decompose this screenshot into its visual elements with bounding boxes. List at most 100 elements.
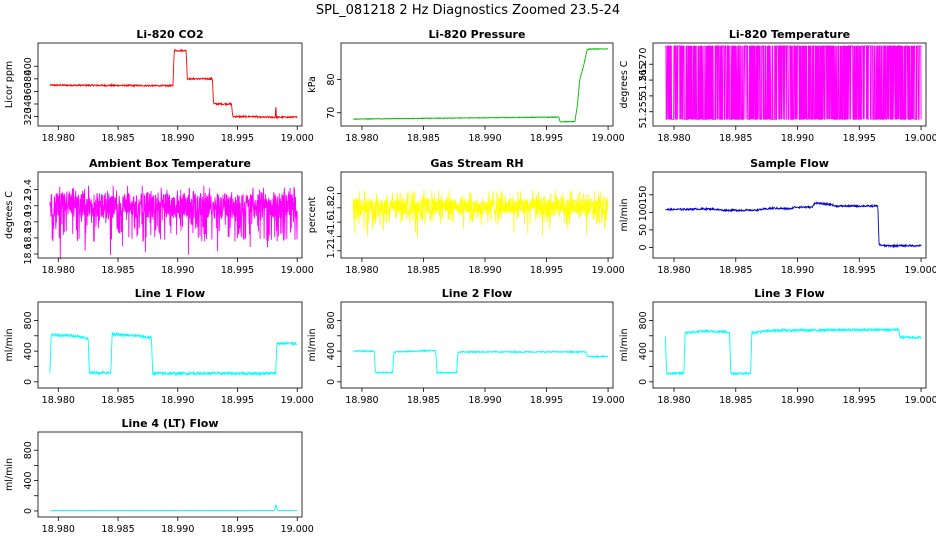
x-tick-label: 18.990 — [161, 524, 194, 535]
x-tick-label: 18.995 — [843, 265, 876, 276]
y-tick-label: 360 — [23, 82, 34, 100]
y-tick-label: 1.8 — [326, 200, 337, 215]
panel-li-820-pressure: Li-820 Pressure kPa 18.980 18.985 18.990 18.9… — [307, 28, 625, 144]
x-tick-label: 18.990 — [781, 265, 814, 276]
series-line-line-4-lt-flow — [49, 503, 298, 512]
panels-group: Li-820 CO2 Licor ppm 18.980 18.985 18.990 18.… — [4, 28, 936, 535]
x-tick-label: 18.985 — [719, 395, 752, 406]
plot-frame — [652, 171, 927, 259]
panel-title: Line 4 (LT) Flow — [122, 417, 219, 430]
panel-title: Gas Stream RH — [430, 157, 523, 170]
y-tick-label: 400 — [326, 342, 337, 360]
y-axis-label: percent — [307, 197, 318, 234]
panel-gas-stream-rh: Gas Stream RH percent 18.980 18.985 18.990 18… — [307, 157, 625, 276]
panel-title: Line 3 Flow — [754, 287, 824, 300]
y-tick-label: 51.265 — [638, 63, 649, 96]
x-tick-label: 18.980 — [42, 265, 75, 276]
x-tick-label: 18.995 — [843, 395, 876, 406]
y-tick-label: 19.0 — [23, 211, 34, 232]
x-tick-label: 18.990 — [161, 265, 194, 276]
plot-frame — [340, 42, 614, 127]
figure-title: SPL_081218 2 Hz Diagnostics Zoomed 23.5-… — [316, 3, 620, 18]
x-tick-label: 18.990 — [161, 395, 194, 406]
y-tick-label: 51.255 — [638, 95, 649, 128]
x-tick-label: 19.000 — [591, 395, 624, 406]
y-tick-label: 0 — [638, 244, 649, 250]
panel-title: Line 2 Flow — [442, 287, 512, 300]
x-tick-label: 18.985 — [719, 133, 752, 144]
x-tick-label: 18.990 — [161, 133, 194, 144]
y-tick-label: 380 — [23, 70, 34, 88]
x-tick-label: 18.985 — [407, 395, 440, 406]
panel-line-2-flow: Line 2 Flow ml/min 18.980 18.985 18.990 18.99… — [307, 287, 625, 406]
x-tick-label: 18.995 — [221, 133, 254, 144]
panel-line-4-lt-flow: Line 4 (LT) Flow ml/min 18.980 18.985 18.990… — [4, 417, 314, 535]
x-tick-label: 18.980 — [42, 133, 75, 144]
panel-title: Li-820 Pressure — [429, 28, 526, 41]
x-tick-label: 18.995 — [843, 133, 876, 144]
x-tick-label: 18.980 — [42, 395, 75, 406]
plot-frame — [652, 301, 927, 389]
y-tick-label: 51.270 — [638, 48, 649, 81]
series-line-line-2-flow — [352, 348, 609, 375]
x-tick-label: 18.985 — [101, 265, 134, 276]
x-tick-label: 18.995 — [530, 133, 563, 144]
y-axis-label: ml/min — [619, 328, 630, 361]
plot-frame — [37, 42, 303, 127]
x-tick-label: 18.995 — [530, 265, 563, 276]
x-tick-label: 19.000 — [904, 395, 936, 406]
y-tick-label: 70 — [326, 107, 337, 119]
x-tick-label: 18.980 — [345, 395, 378, 406]
panel-line-1-flow: Line 1 Flow ml/min 18.980 18.985 18.990 18.99… — [4, 287, 314, 406]
plot-frame — [37, 431, 303, 518]
x-tick-label: 18.985 — [101, 524, 134, 535]
y-axis-label: ml/min — [4, 458, 15, 491]
x-tick-label: 18.995 — [221, 524, 254, 535]
x-tick-label: 18.980 — [42, 524, 75, 535]
y-tick-label: 80 — [326, 73, 337, 85]
series-line-line-3-flow — [664, 326, 922, 377]
series-line-li-820-pressure — [353, 47, 609, 123]
x-tick-label: 18.985 — [101, 395, 134, 406]
y-tick-label: 400 — [23, 57, 34, 75]
y-tick-label: 340 — [23, 95, 34, 113]
y-axis-label: ml/min — [307, 328, 318, 361]
x-tick-label: 19.000 — [904, 133, 936, 144]
x-tick-label: 19.000 — [281, 524, 314, 535]
x-tick-label: 18.990 — [468, 133, 501, 144]
panel-li-820-co2: Li-820 CO2 Licor ppm 18.980 18.985 18.990 18.… — [4, 28, 314, 144]
y-tick-label: 800 — [326, 311, 337, 329]
y-tick-label: 18.6 — [23, 243, 34, 264]
x-tick-label: 19.000 — [281, 395, 314, 406]
y-axis-label: Licor ppm — [4, 61, 15, 108]
x-tick-label: 18.990 — [468, 395, 501, 406]
y-tick-label: 400 — [23, 342, 34, 360]
x-tick-label: 18.990 — [781, 133, 814, 144]
panel-sample-flow: Sample Flow ml/min 18.980 18.985 18.990 18.99… — [619, 157, 936, 276]
panel-ambient-box-temperature: Ambient Box Temperature degrees C 18.980 18… — [4, 157, 314, 276]
y-tick-label: 100 — [638, 203, 649, 221]
series-line-sample-flow — [665, 201, 922, 249]
x-tick-label: 18.980 — [657, 265, 690, 276]
y-tick-label: 0 — [23, 508, 34, 514]
x-tick-label: 18.990 — [468, 265, 501, 276]
y-axis-label: ml/min — [4, 328, 15, 361]
y-tick-label: 0 — [23, 379, 34, 385]
y-tick-label: 800 — [23, 441, 34, 459]
y-tick-label: 1.6 — [326, 215, 337, 230]
plot-frame — [340, 301, 614, 389]
x-tick-label: 18.980 — [657, 133, 690, 144]
plot-frame — [37, 171, 303, 259]
series-line-gas-stream-rh — [352, 189, 609, 238]
panel-title: Li-820 CO2 — [136, 28, 203, 41]
x-tick-label: 18.985 — [719, 265, 752, 276]
y-tick-label: 1.2 — [326, 243, 337, 258]
y-tick-label: 19.2 — [23, 195, 34, 216]
plot-frame — [37, 301, 303, 389]
series-line-line-1-flow — [49, 331, 298, 377]
series-line-li-820-temperature — [665, 45, 922, 120]
x-tick-label: 18.995 — [221, 265, 254, 276]
panel-title: Line 1 Flow — [135, 287, 205, 300]
y-tick-label: 320 — [23, 107, 34, 125]
x-tick-label: 19.000 — [281, 265, 314, 276]
